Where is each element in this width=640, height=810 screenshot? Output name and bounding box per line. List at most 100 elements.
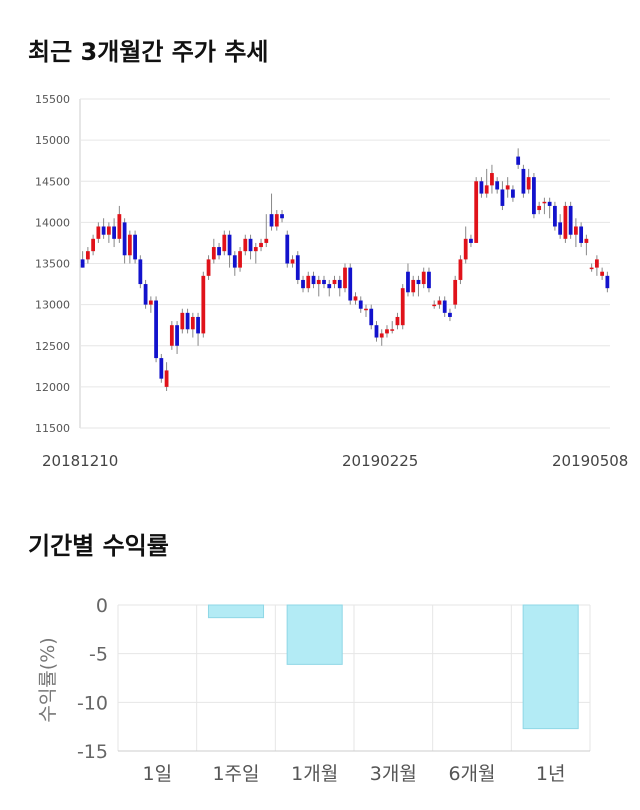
price-x-tick-label: 20181210: [42, 452, 118, 470]
candle-body: [453, 279, 458, 305]
price-y-tick-label: 13500: [35, 258, 70, 271]
candle-body: [133, 234, 137, 260]
candle-body: [122, 222, 127, 256]
candle-body: [154, 300, 158, 359]
candle-body: [175, 325, 179, 346]
candle-body: [185, 312, 190, 330]
candle-body: [521, 168, 526, 194]
candle-body: [306, 275, 311, 289]
candle-body: [343, 267, 347, 289]
candle-body: [243, 238, 248, 252]
candle-body: [495, 181, 500, 190]
candle-body: [605, 275, 610, 289]
candle-body: [574, 226, 578, 235]
returns-y-tick-label: -10: [77, 692, 108, 714]
candle-body: [516, 156, 521, 165]
price-y-tick-label: 12500: [35, 340, 70, 353]
candle-body: [259, 242, 263, 248]
returns-y-tick-label: -15: [77, 741, 108, 763]
candle-body: [427, 271, 431, 289]
candle-body: [542, 201, 547, 204]
candle-body: [337, 279, 342, 289]
returns-chart-title: 기간별 수익률: [28, 532, 169, 560]
candle-body: [101, 226, 106, 235]
candle-body: [579, 226, 584, 243]
price-chart: 11500 12000 12500 13000 13500 14000 14500 15000…: [35, 93, 628, 470]
candle-body: [458, 259, 463, 280]
candle-body: [285, 234, 290, 264]
candle-body: [479, 181, 484, 194]
returns-y-tick-label: -5: [89, 644, 108, 666]
candle-body: [584, 238, 589, 243]
candle-body: [442, 300, 447, 313]
candle-body: [117, 214, 122, 239]
returns-x-tick-label: 1년: [536, 763, 566, 785]
candle-body: [159, 358, 164, 379]
candle-body: [348, 267, 353, 301]
returns-x-tick-label: 6개월: [448, 763, 495, 785]
returns-x-tick-label: 1주일: [212, 763, 259, 785]
returns-y-tick-label: 0: [96, 595, 108, 617]
candle-body: [274, 214, 279, 227]
returns-bar: [286, 604, 343, 665]
candle-body: [432, 304, 437, 307]
price-y-tick-label: 14500: [35, 175, 70, 188]
candle-body: [505, 185, 510, 190]
returns-bar: [522, 604, 579, 730]
candle-body: [553, 205, 557, 227]
price-y-tick-label: 14000: [35, 216, 70, 229]
candle-body: [353, 296, 358, 301]
candle-body: [206, 259, 211, 276]
candle-body: [416, 279, 421, 285]
candle-body: [568, 205, 573, 235]
candle-body: [332, 279, 337, 285]
candle-body: [327, 284, 332, 289]
candle-body: [437, 300, 442, 305]
candle-body: [484, 185, 489, 194]
candle-body: [594, 259, 599, 268]
candle-body: [96, 226, 101, 239]
candle-body: [253, 247, 258, 252]
candle-body: [369, 308, 374, 326]
candle-body: [201, 275, 206, 334]
returns-y-axis-label: 수익률(%): [37, 637, 59, 722]
price-y-tick-label: 12000: [35, 381, 70, 394]
candle-body: [227, 234, 232, 256]
candle-body: [537, 205, 542, 211]
candle-body: [526, 177, 531, 190]
candle-body: [311, 275, 316, 285]
candle-body: [138, 259, 143, 285]
candle-body: [232, 255, 237, 268]
price-y-tick-label: 15500: [35, 93, 70, 106]
candle-body: [385, 329, 389, 334]
returns-x-tick-label: 3개월: [370, 763, 417, 785]
candle-body: [91, 238, 96, 252]
candle-body: [280, 214, 284, 219]
candle-body: [269, 214, 274, 227]
candle-body: [532, 177, 536, 215]
candle-body: [164, 370, 169, 387]
price-y-tick-label: 15000: [35, 134, 70, 147]
candle-body: [112, 226, 116, 239]
price-chart-title: 최근 3개월간 주가 추세: [28, 38, 269, 66]
candle-body: [558, 222, 563, 235]
candle-body: [148, 300, 153, 305]
price-y-tick-label: 13000: [35, 299, 70, 312]
candle-body: [379, 333, 384, 338]
candle-body: [395, 316, 400, 326]
candle-body: [448, 312, 452, 317]
candle-body: [264, 238, 269, 243]
candle-body: [390, 329, 395, 331]
candle-body: [211, 247, 216, 260]
candle-body: [316, 279, 321, 285]
candle-body: [474, 181, 479, 243]
candle-body: [238, 251, 242, 268]
price-y-tick-label: 11500: [35, 422, 70, 435]
candle-body: [600, 271, 605, 276]
candle-body: [358, 300, 363, 309]
candle-body: [248, 238, 253, 252]
candle-body: [411, 279, 416, 293]
candle-body: [322, 279, 326, 285]
candle-body: [421, 271, 426, 285]
